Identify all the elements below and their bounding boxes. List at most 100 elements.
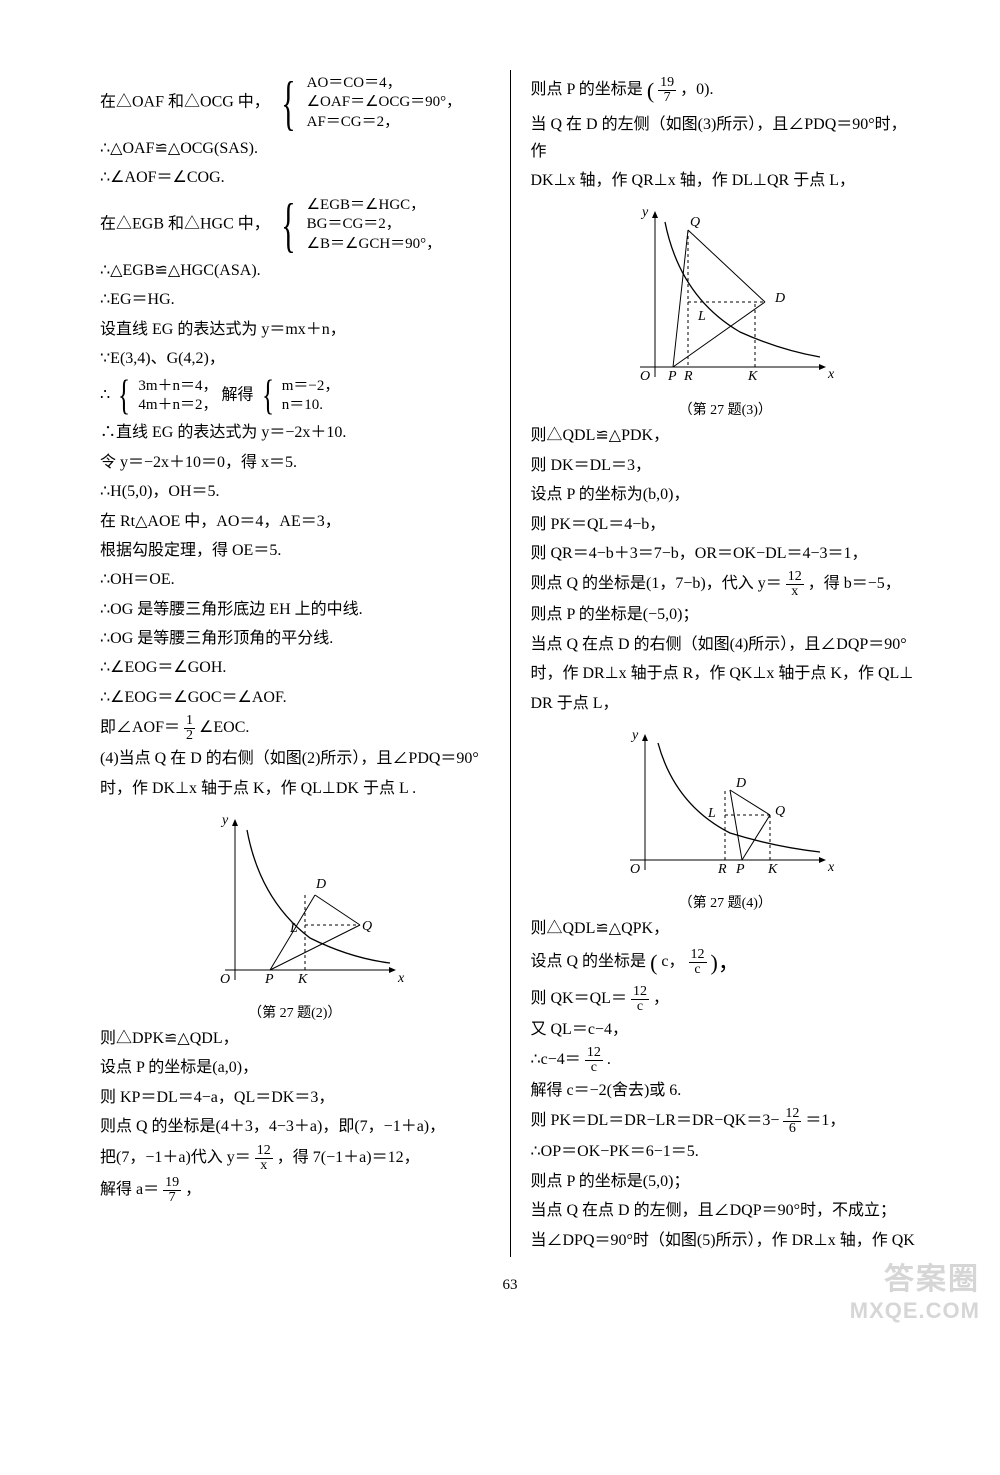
column-divider bbox=[510, 70, 511, 1257]
text-line: ∴△EGB≌△HGC(ASA). bbox=[100, 258, 490, 284]
figure-27-3: x y O P R K D Q L bbox=[531, 202, 921, 419]
svg-text:x: x bbox=[397, 971, 405, 986]
text-line: ∴EG＝HG. bbox=[100, 287, 490, 313]
fraction: 12 x bbox=[786, 570, 804, 599]
svg-text:K: K bbox=[767, 862, 778, 877]
text-line: 则 QR＝4−b＋3＝7−b，OR＝OK−DL＝4−3＝1， bbox=[531, 541, 921, 567]
text-line: 又 QL＝c−4， bbox=[531, 1017, 921, 1043]
svg-text:Q: Q bbox=[690, 215, 700, 230]
fraction: 12 c bbox=[585, 1046, 603, 1075]
text-line: ∵E(3,4)、G(4,2)， bbox=[100, 346, 490, 372]
fraction: 19 7 bbox=[658, 76, 676, 105]
watermark: 答案圈 MXQE.COM bbox=[850, 1254, 980, 1324]
text-line: ∴直线 EG 的表达式为 y＝−2x＋10. bbox=[100, 420, 490, 446]
text-line: DR 于点 L， bbox=[531, 691, 921, 717]
svg-text:D: D bbox=[774, 291, 785, 306]
text-line: ∴∠AOF＝∠COG. bbox=[100, 165, 490, 191]
text-line: 则△DPK≌△QDL， bbox=[100, 1026, 490, 1052]
text-line: 即∠AOF＝ 1 2 ∠EOC. bbox=[100, 714, 490, 743]
text-line: 则 DK＝DL＝3， bbox=[531, 453, 921, 479]
text-line: 根据勾股定理，得 OE＝5. bbox=[100, 538, 490, 564]
text-line: 在△EGB 和△HGC 中， { ∠EGB＝∠HGC， BG＝CG＝2， ∠B＝… bbox=[100, 195, 490, 255]
svg-text:y: y bbox=[220, 813, 229, 828]
svg-text:L: L bbox=[707, 806, 716, 821]
figure-caption: （第 27 题(2)） bbox=[100, 1002, 490, 1022]
text-line: 当点 Q 在点 D 的右侧（如图(4)所示），且∠DQP＝90° bbox=[531, 632, 921, 658]
svg-text:R: R bbox=[683, 369, 693, 384]
text-line: 设点 Q 的坐标是 ( c， 12 c )， bbox=[531, 945, 921, 981]
figure-27-2: x y O P K D Q L bbox=[100, 810, 490, 1022]
svg-text:Q: Q bbox=[775, 804, 785, 819]
text-line: 则 PK＝DL＝DR−LR＝DR−QK＝3− 12 6 ＝1， bbox=[531, 1107, 921, 1136]
fraction: 12 x bbox=[255, 1144, 273, 1173]
fraction: 1 2 bbox=[184, 714, 195, 743]
svg-text:x: x bbox=[827, 860, 835, 875]
watermark-line2: MXQE.COM bbox=[850, 1298, 980, 1324]
text-line: 令 y＝−2x＋10＝0，得 x＝5. bbox=[100, 450, 490, 476]
text: 在△OAF 和△OCG 中， bbox=[100, 94, 270, 111]
svg-text:L: L bbox=[697, 309, 706, 324]
text-line: 把(7，−1＋a)代入 y＝ 12 x ，得 7(−1＋a)＝12， bbox=[100, 1144, 490, 1173]
text-line: 在△OAF 和△OCG 中， { AO＝CO＝4， ∠OAF＝∠OCG＝90°，… bbox=[100, 73, 490, 133]
svg-text:P: P bbox=[264, 972, 274, 987]
text-line: 当点 Q 在点 D 的左侧，且∠DQP＝90°时，不成立； bbox=[531, 1198, 921, 1224]
svg-text:R: R bbox=[717, 862, 727, 877]
text-line: 则点 P 的坐标是 ( 19 7 ，0). bbox=[531, 73, 921, 109]
watermark-line1: 答案圈 bbox=[850, 1254, 980, 1298]
text-line: ∴OH＝OE. bbox=[100, 567, 490, 593]
svg-text:O: O bbox=[640, 369, 650, 384]
text-line: 则 PK＝QL＝4−b， bbox=[531, 512, 921, 538]
text-line: 则点 P 的坐标是(−5,0)； bbox=[531, 602, 921, 628]
text-line: 当 Q 在 D 的左侧（如图(3)所示），且∠PDQ＝90°时，作 bbox=[531, 112, 921, 165]
svg-text:y: y bbox=[640, 205, 649, 220]
brace-icon: { bbox=[262, 375, 274, 417]
svg-text:D: D bbox=[735, 776, 746, 791]
svg-text:L: L bbox=[289, 921, 298, 936]
text-line: (4)当点 Q 在 D 的右侧（如图(2)所示），且∠PDQ＝90° bbox=[100, 746, 490, 772]
text-line: ∴△OAF≌△OCG(SAS). bbox=[100, 136, 490, 162]
svg-text:P: P bbox=[667, 369, 677, 384]
text-line: 则 KP＝DL＝4−a，QL＝DK＝3， bbox=[100, 1085, 490, 1111]
text-line: 在 Rt△AOE 中，AO＝4，AE＝3， bbox=[100, 509, 490, 535]
svg-text:O: O bbox=[220, 972, 230, 987]
text-line: ∴OG 是等腰三角形底边 EH 上的中线. bbox=[100, 597, 490, 623]
text-line: ∴c−4＝ 12 c . bbox=[531, 1046, 921, 1075]
text-line: ∴OG 是等腰三角形顶角的平分线. bbox=[100, 626, 490, 652]
fraction: 12 6 bbox=[783, 1107, 801, 1136]
right-column: 则点 P 的坐标是 ( 19 7 ，0). 当 Q 在 D 的左侧（如图(3)所… bbox=[531, 70, 921, 1257]
text-line: ∴OP＝OK−PK＝6−1＝5. bbox=[531, 1139, 921, 1165]
text-line: 时，作 DK⊥x 轴于点 K，作 QL⊥DK 于点 L . bbox=[100, 776, 490, 802]
text-line: 解得 c＝−2(舍去)或 6. bbox=[531, 1078, 921, 1104]
text-line: 则点 Q 的坐标是(1，7−b)，代入 y＝ 12 x ，得 b＝−5， bbox=[531, 570, 921, 599]
text-line: 解得 a＝ 19 7 ， bbox=[100, 1176, 490, 1205]
svg-text:O: O bbox=[630, 862, 640, 877]
text-line: 则△QDL≌△QPK， bbox=[531, 916, 921, 942]
figure-27-4: x y O R P K D Q L bbox=[531, 725, 921, 912]
brace-icon: { bbox=[118, 375, 130, 417]
text-line: DK⊥x 轴，作 QR⊥x 轴，作 DL⊥QR 于点 L， bbox=[531, 168, 921, 194]
left-column: 在△OAF 和△OCG 中， { AO＝CO＝4， ∠OAF＝∠OCG＝90°，… bbox=[100, 70, 490, 1257]
brace-icon: { bbox=[281, 73, 295, 133]
text: 在△EGB 和△HGC 中， bbox=[100, 215, 270, 232]
text-line: 设点 P 的坐标是(a,0)， bbox=[100, 1055, 490, 1081]
fraction: 19 7 bbox=[163, 1176, 181, 1205]
svg-text:y: y bbox=[630, 728, 639, 743]
brace-icon: { bbox=[281, 195, 295, 255]
text-line: 则点 P 的坐标是(5,0)； bbox=[531, 1169, 921, 1195]
text-line: 则△QDL≌△PDK， bbox=[531, 423, 921, 449]
svg-text:D: D bbox=[315, 877, 326, 892]
figure-caption: （第 27 题(3)） bbox=[531, 399, 921, 419]
text-line: ∴H(5,0)，OH＝5. bbox=[100, 479, 490, 505]
text-line: 设点 P 的坐标为(b,0)， bbox=[531, 482, 921, 508]
text-line: 则 QK＝QL＝ 12 c ， bbox=[531, 985, 921, 1014]
svg-text:P: P bbox=[735, 862, 745, 877]
text-line: 时，作 DR⊥x 轴于点 R，作 QK⊥x 轴于点 K，作 QL⊥ bbox=[531, 661, 921, 687]
svg-text:x: x bbox=[827, 367, 835, 382]
text-line: ∴∠EOG＝∠GOH. bbox=[100, 655, 490, 681]
svg-text:K: K bbox=[297, 972, 308, 987]
page-number: 63 bbox=[100, 1277, 920, 1294]
text-line: 当∠DPQ＝90°时（如图(5)所示），作 DR⊥x 轴，作 QK bbox=[531, 1228, 921, 1254]
svg-text:K: K bbox=[747, 369, 758, 384]
figure-caption: （第 27 题(4)） bbox=[531, 892, 921, 912]
svg-text:Q: Q bbox=[362, 919, 372, 934]
